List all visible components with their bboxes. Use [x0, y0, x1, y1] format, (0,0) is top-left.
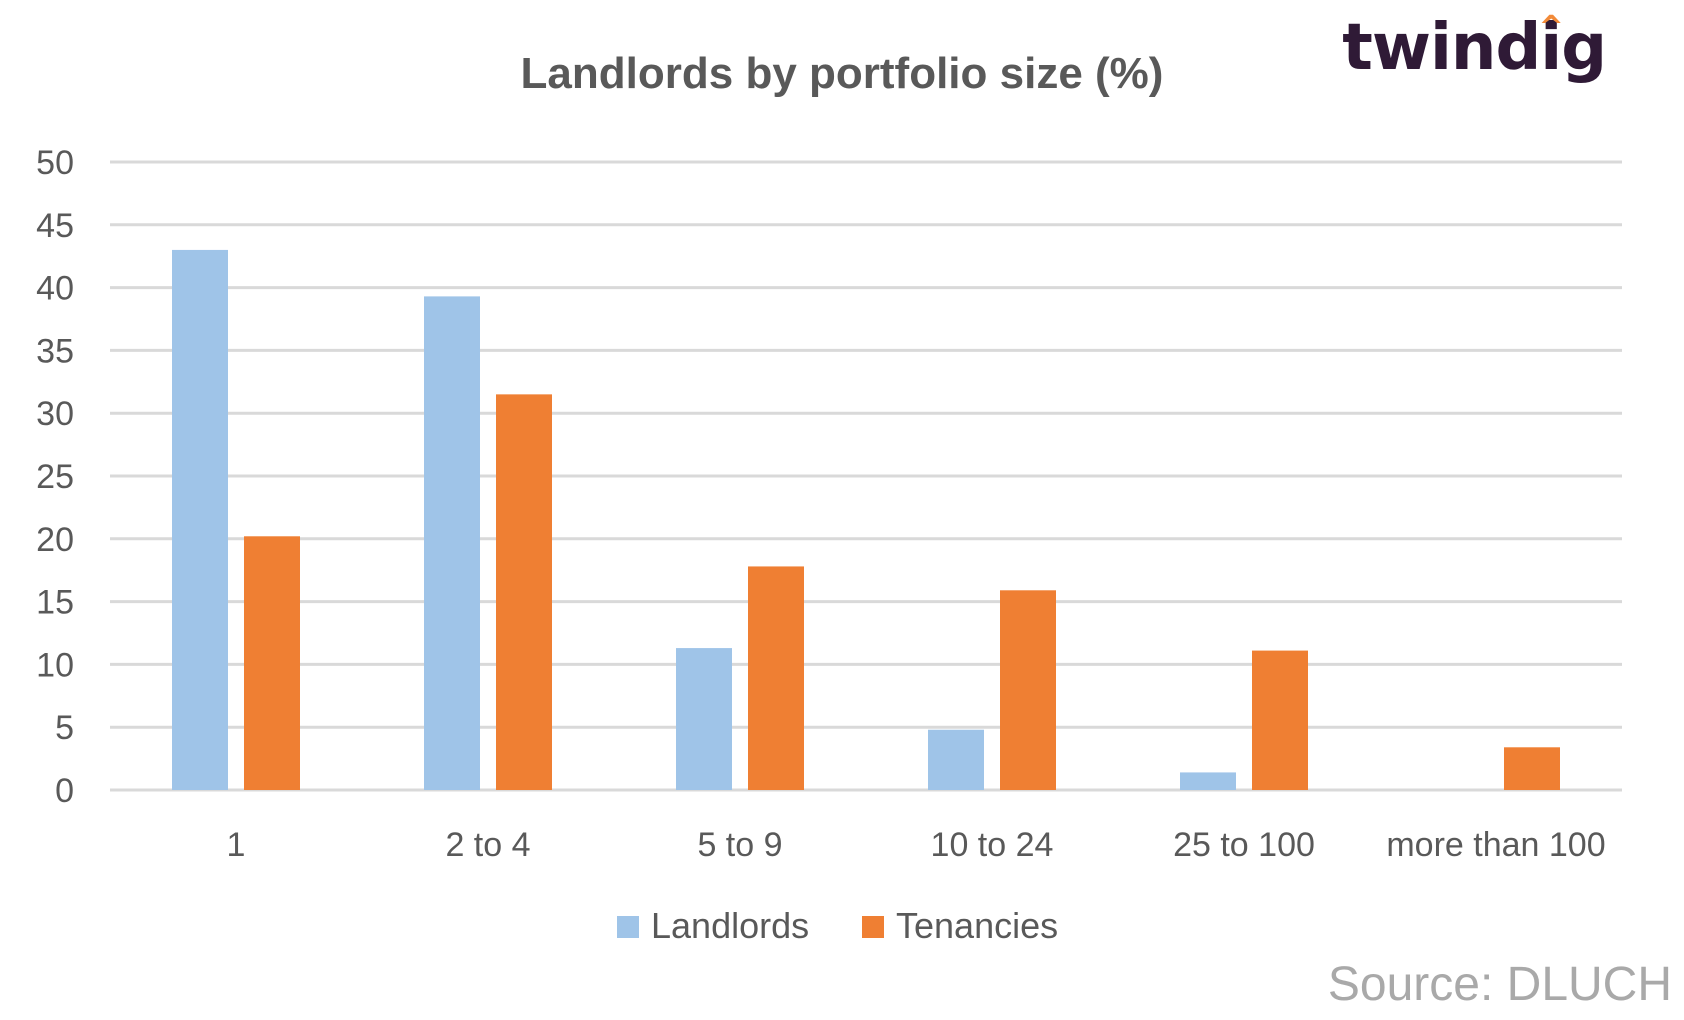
- bar-tenancies: [244, 536, 300, 790]
- bar-landlords: [424, 296, 480, 790]
- y-tick-label: 0: [55, 772, 74, 810]
- x-tick-label: 5 to 9: [697, 826, 782, 864]
- y-tick-label: 5: [55, 709, 74, 747]
- y-tick-label: 40: [36, 270, 74, 308]
- legend-swatch: [617, 916, 639, 938]
- y-tick-label: 25: [36, 458, 74, 496]
- twindig-logo: twindi ^ g: [1342, 10, 1607, 87]
- bar-landlords: [172, 249, 228, 791]
- bar-tenancies: [1252, 650, 1308, 790]
- legend-label: Landlords: [651, 905, 809, 946]
- bar-tenancies: [748, 566, 804, 790]
- y-tick-label: 35: [36, 332, 74, 370]
- x-tick-label: 2 to 4: [445, 826, 530, 864]
- logo-text-end: g: [1561, 11, 1607, 85]
- bar-landlords: [676, 648, 732, 790]
- bar-landlords: [1180, 772, 1236, 790]
- bar-landlords: [928, 729, 984, 790]
- legend-swatch: [862, 916, 884, 938]
- source-credit: Source: DLUCH: [1327, 958, 1672, 1011]
- x-tick-label: 25 to 100: [1173, 826, 1315, 864]
- x-tick-label: 10 to 24: [931, 826, 1054, 864]
- y-tick-label: 10: [36, 646, 74, 684]
- y-tick-label: 45: [36, 207, 74, 245]
- legend-label: Tenancies: [896, 905, 1058, 946]
- chart-title: Landlords by portfolio size (%): [521, 49, 1164, 98]
- y-tick-label: 50: [36, 144, 74, 182]
- logo-caret-icon: ^: [1538, 10, 1564, 45]
- y-tick-label: 30: [36, 395, 74, 433]
- x-tick-label: 1: [227, 826, 246, 864]
- logo-text-start: twind: [1342, 11, 1541, 85]
- bar-tenancies: [1000, 590, 1056, 790]
- y-tick-label: 20: [36, 521, 74, 559]
- logo-accent-letter: i ^: [1538, 10, 1564, 85]
- bar-tenancies: [1504, 747, 1560, 790]
- y-tick-label: 15: [36, 584, 74, 622]
- bar-tenancies: [496, 394, 552, 790]
- x-tick-label: more than 100: [1386, 826, 1605, 864]
